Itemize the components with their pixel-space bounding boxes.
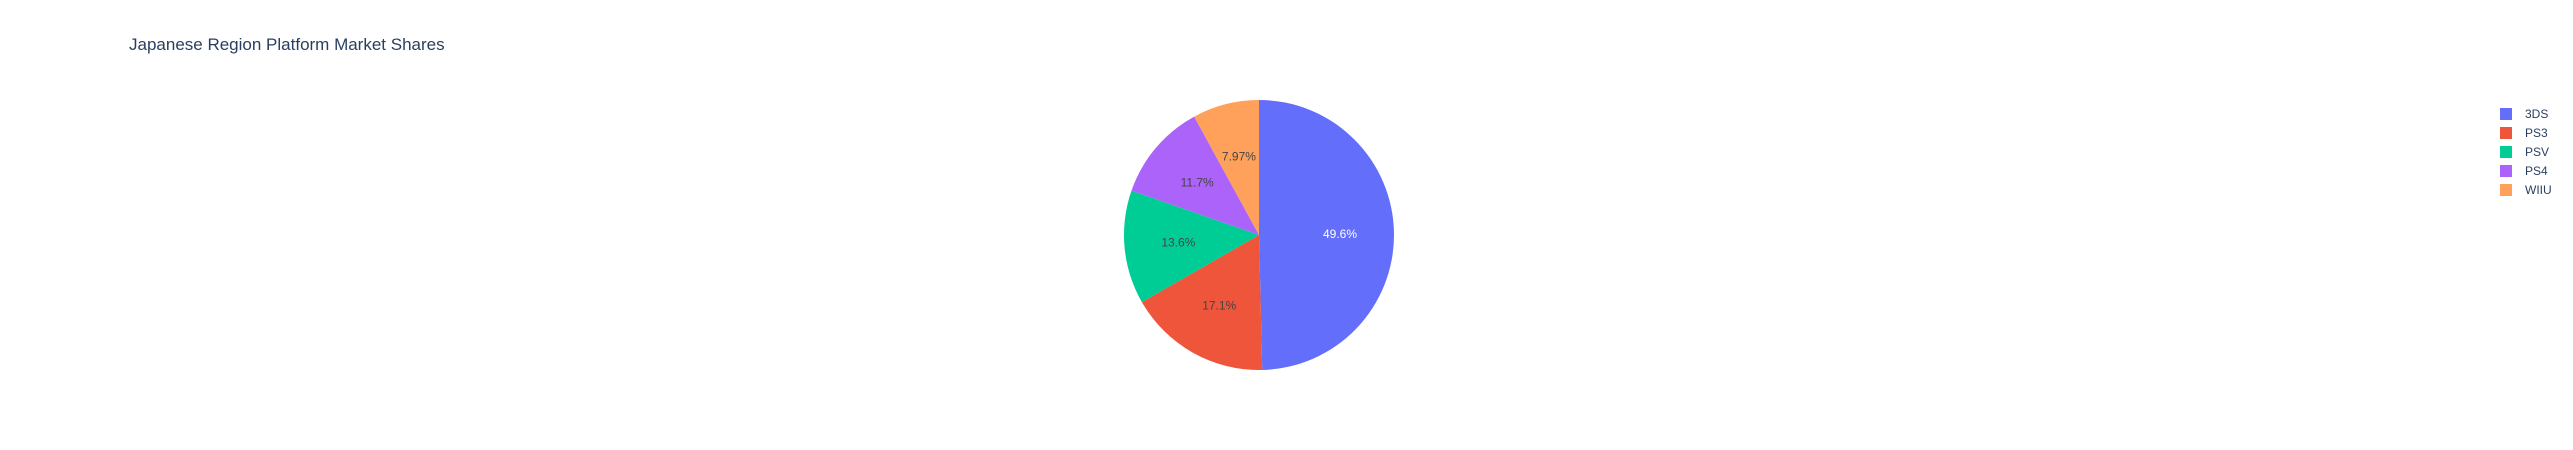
pie-slice-ps3[interactable] <box>1141 235 1263 370</box>
chart-title: Japanese Region Platform Market Shares <box>129 35 445 54</box>
legend-item-psv[interactable]: PSV <box>2500 145 2549 159</box>
slice-label-ps3: 17.1% <box>1202 299 1236 313</box>
legend-label-ps3: PS3 <box>2525 126 2548 140</box>
legend-label-wiiu: WIIU <box>2525 183 2552 197</box>
legend-label-3ds: 3DS <box>2525 107 2548 121</box>
legend-swatch-3ds <box>2500 108 2512 120</box>
legend-item-wiiu[interactable]: WIIU <box>2500 183 2552 197</box>
legend-item-ps4[interactable]: PS4 <box>2500 164 2548 178</box>
pie-slice-psv[interactable] <box>1124 190 1259 303</box>
legend-label-psv: PSV <box>2525 145 2549 159</box>
legend-label-ps4: PS4 <box>2525 164 2548 178</box>
legend-item-ps3[interactable]: PS3 <box>2500 126 2548 140</box>
legend-swatch-ps3 <box>2500 127 2512 139</box>
slice-label-psv: 13.6% <box>1161 236 1195 250</box>
legend-swatch-wiiu <box>2500 184 2512 196</box>
pie-slice-wiiu[interactable] <box>1194 100 1259 235</box>
pie-slice-ps4[interactable] <box>1131 116 1259 235</box>
slice-label-wiiu: 7.97% <box>1222 150 1256 164</box>
slice-label-ps4: 11.7% <box>1181 176 1214 190</box>
legend-item-3ds[interactable]: 3DS <box>2500 107 2548 121</box>
slice-label-3ds: 49.6% <box>1323 227 1357 241</box>
legend: 3DS PS3 PSV PS4 WIIU <box>2500 107 2552 197</box>
legend-swatch-ps4 <box>2500 165 2512 177</box>
pie-slice-3ds[interactable] <box>1259 100 1394 370</box>
pie: 49.6% 17.1% 13.6% 11.7% 7.97% <box>1124 100 1394 370</box>
legend-swatch-psv <box>2500 146 2512 158</box>
